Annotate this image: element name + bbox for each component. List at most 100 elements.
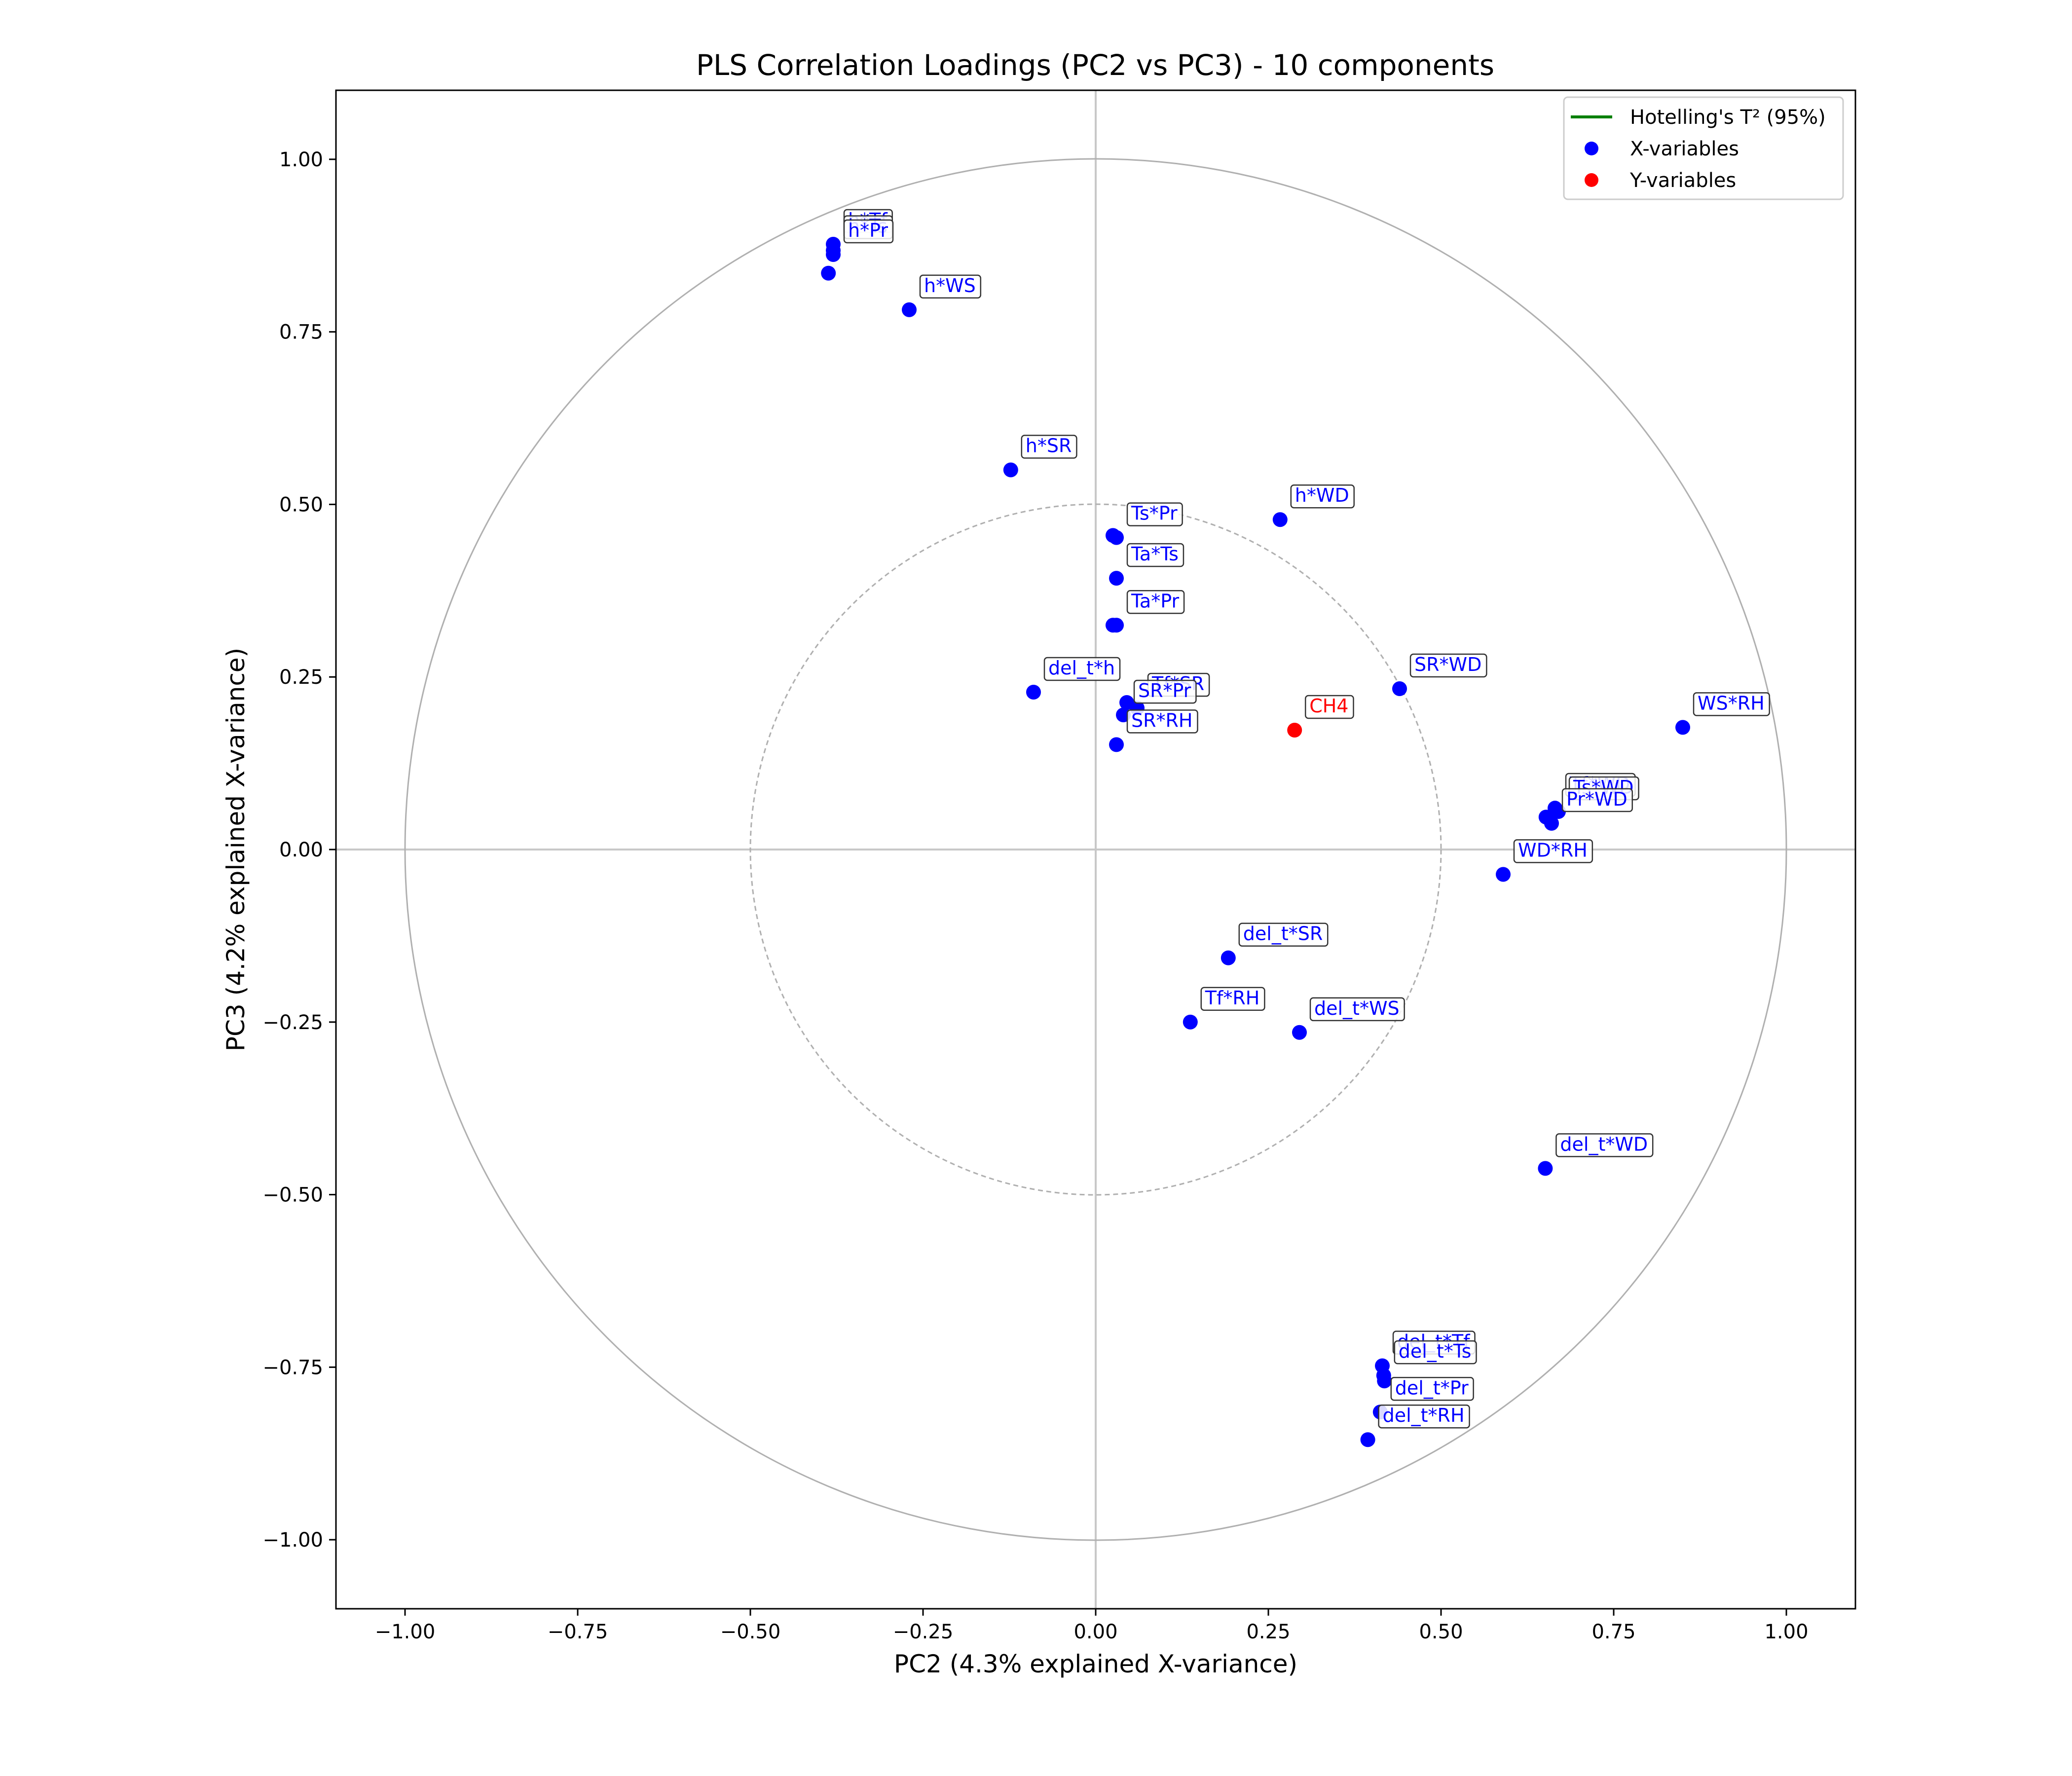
point-label-box bbox=[1021, 435, 1077, 459]
point-label-text: h*WD bbox=[1295, 484, 1349, 506]
point-label: del_t*h bbox=[1043, 657, 1121, 681]
legend-dot-swatch bbox=[1585, 142, 1598, 155]
point-label-box bbox=[1290, 484, 1355, 509]
x-variable-point bbox=[1109, 737, 1124, 752]
y-tick-label: 0.00 bbox=[279, 839, 323, 861]
x-tick-label: 1.00 bbox=[1764, 1621, 1808, 1643]
x-variable-point bbox=[1221, 950, 1236, 965]
point-label: del_t*WD bbox=[1555, 1133, 1654, 1157]
x-variable-point bbox=[1496, 867, 1511, 882]
x-variable-point bbox=[1109, 530, 1124, 545]
point-label-text: h*Pr bbox=[848, 220, 888, 241]
point-label-box bbox=[1126, 543, 1184, 567]
legend-entry-label: Hotelling's T² (95%) bbox=[1630, 106, 1826, 129]
point-label-box bbox=[1513, 839, 1593, 863]
point-label-box bbox=[1409, 653, 1487, 678]
point-label-box bbox=[1126, 502, 1183, 526]
x-variable-point bbox=[1109, 618, 1124, 633]
point-label-box bbox=[1394, 1340, 1477, 1365]
y-tick-label: 0.75 bbox=[279, 321, 323, 344]
point-label-text: del_t*Ts bbox=[1399, 1340, 1472, 1362]
point-label: SR*Pr bbox=[1133, 679, 1197, 704]
point-label: CH4 bbox=[1304, 695, 1354, 719]
point-label: SR*RH bbox=[1126, 709, 1198, 734]
point-label-text: Tf*RH bbox=[1205, 987, 1260, 1009]
point-label-box bbox=[843, 219, 894, 244]
x-tick-label: 0.50 bbox=[1419, 1621, 1463, 1643]
point-label-text: del_t*RH bbox=[1383, 1405, 1465, 1426]
x-variable-point bbox=[1538, 1161, 1553, 1176]
axis-ticks: −1.00 −0.75 −0.50 −0.25 0.00 0.25 0.50 0.75 1.00… bbox=[262, 148, 1808, 1643]
point-label-text: SR*RH bbox=[1131, 709, 1193, 731]
x-variable-point bbox=[826, 247, 841, 262]
point-label: del_t*Pr bbox=[1390, 1377, 1474, 1401]
point-label: h*WD bbox=[1290, 484, 1355, 509]
point-label: Pr*WD bbox=[1561, 788, 1633, 813]
point-label-box bbox=[1390, 1377, 1474, 1401]
point-label-text: del_t*Pr bbox=[1395, 1377, 1469, 1399]
point-label-text: Pr*WD bbox=[1566, 788, 1628, 810]
legend-entry-label: Y-variables bbox=[1629, 169, 1736, 192]
x-tick-label: −0.25 bbox=[893, 1621, 954, 1643]
point-label: WS*RH bbox=[1693, 692, 1770, 716]
x-variable-point bbox=[1377, 1373, 1392, 1389]
y-tick-label: −1.00 bbox=[262, 1529, 323, 1552]
point-label-text: WD*RH bbox=[1518, 839, 1588, 861]
point-label: del_t*Ts bbox=[1394, 1340, 1477, 1365]
point-label-text: h*WS bbox=[924, 275, 976, 296]
outer-correlation-circle bbox=[404, 158, 1787, 1541]
point-label: SR*WD bbox=[1409, 653, 1487, 678]
point-label-text: WS*RH bbox=[1698, 692, 1765, 714]
point-label-text: h*SR bbox=[1026, 435, 1072, 457]
point-label-box bbox=[1304, 695, 1354, 719]
point-label-box bbox=[1555, 1133, 1654, 1157]
x-tick-label: 0.75 bbox=[1591, 1621, 1635, 1643]
point-label-box bbox=[919, 274, 982, 299]
x-variable-point bbox=[1272, 512, 1288, 527]
x-variable-point bbox=[1292, 1025, 1307, 1040]
y-tick-label: 0.25 bbox=[279, 666, 323, 689]
point-label: h*WS bbox=[919, 274, 982, 299]
point-label-box bbox=[1126, 590, 1185, 614]
point-label-text: del_t*SR bbox=[1243, 923, 1323, 945]
point-label: Ta*Ts bbox=[1126, 543, 1184, 567]
point-label-box bbox=[1238, 923, 1329, 947]
point-label-text: CH4 bbox=[1309, 695, 1348, 717]
y-tick-label: −0.75 bbox=[262, 1356, 323, 1379]
y-axis-label: PC3 (4.2% explained X-variance) bbox=[222, 648, 250, 1051]
point-label-box bbox=[1378, 1404, 1470, 1429]
x-tick-label: 0.25 bbox=[1246, 1621, 1290, 1643]
x-variable-point bbox=[1392, 681, 1407, 697]
point-label: Tf*RH bbox=[1200, 987, 1265, 1011]
point-label-box bbox=[1200, 987, 1265, 1011]
point-label-text: Ta*Ts bbox=[1131, 543, 1179, 565]
point-label-text: SR*Pr bbox=[1138, 680, 1191, 702]
point-label-box bbox=[1561, 788, 1633, 813]
x-tick-label: 0.00 bbox=[1073, 1621, 1117, 1643]
x-variable-point bbox=[1109, 571, 1124, 586]
point-label-box bbox=[1126, 709, 1198, 734]
point-label: Ts*Pr bbox=[1126, 502, 1183, 526]
x-axis-label: PC2 (4.3% explained X-variance) bbox=[894, 1650, 1297, 1678]
x-tick-label: −1.00 bbox=[375, 1621, 436, 1643]
point-label: h*Pr bbox=[843, 219, 894, 244]
point-label: del_t*WS bbox=[1309, 997, 1405, 1022]
point-label-text: del_t*WS bbox=[1314, 998, 1400, 1019]
point-label-box bbox=[1309, 997, 1405, 1022]
x-variable-point bbox=[1026, 685, 1041, 700]
y-tick-label: −0.25 bbox=[262, 1011, 323, 1034]
legend-dot-swatch bbox=[1585, 173, 1598, 187]
point-label-text: del_t*WD bbox=[1560, 1133, 1648, 1155]
legend: Hotelling's T² (95%) X-variables Y-variabl… bbox=[1563, 96, 1844, 200]
y-tick-label: 0.50 bbox=[279, 493, 323, 516]
x-variable-point bbox=[1003, 462, 1018, 478]
point-label-box bbox=[1043, 657, 1121, 681]
x-tick-label: −0.50 bbox=[720, 1621, 781, 1643]
x-variable-point bbox=[1544, 815, 1559, 831]
point-label: h*SR bbox=[1021, 435, 1077, 459]
x-variable-point bbox=[1675, 720, 1690, 735]
point-label-text: del_t*h bbox=[1048, 657, 1115, 679]
point-label: del_t*RH bbox=[1378, 1404, 1470, 1429]
legend-entry-label: X-variables bbox=[1630, 138, 1739, 160]
